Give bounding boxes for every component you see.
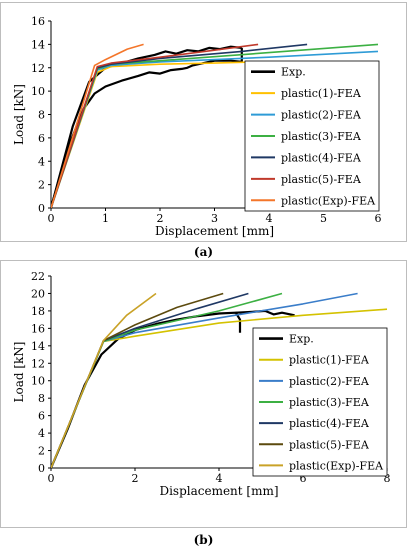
y-tick-label: 22 [31, 270, 45, 283]
series-line-plastic-5-fea [51, 43, 259, 208]
y-tick-label: 0 [38, 202, 45, 215]
series-line-exp- [51, 47, 243, 208]
caption-b: (b) [0, 533, 407, 547]
y-tick-label: 2 [38, 179, 45, 192]
chart-b-svg: 0 2 4 6 8 0 2 4 6 8 10 12 14 16 18 20 22 Displacement [mm… [12, 270, 391, 498]
y-tick-label: 6 [38, 132, 45, 145]
y-tick-label: 14 [31, 38, 45, 51]
legend-entry: Exp. [281, 66, 306, 79]
x-axis-label: Displacement [mm] [155, 224, 274, 238]
legend-entry: plastic(2)-FEA [281, 109, 362, 122]
series-line-plastic-exp-fea [51, 43, 144, 208]
y-tick-label: 20 [31, 287, 45, 300]
x-tick-label: 8 [384, 472, 391, 485]
legend-entry: plastic(3)-FEA [289, 396, 370, 409]
caption-b-label: (b) [193, 533, 214, 547]
chart-panel-a: 0 1 2 3 4 5 6 0 2 4 6 8 10 12 14 16 Displacement [mm] Loa… [0, 2, 407, 242]
legend-entry: plastic(2)-FEA [289, 375, 370, 388]
y-tick-label: 18 [31, 305, 45, 318]
x-tick-label: 2 [157, 212, 164, 225]
y-tick-label: 8 [38, 109, 45, 122]
caption-a: (a) [0, 245, 407, 259]
legend-entry: plastic(4)-FEA [289, 417, 370, 430]
y-tick-label: 6 [38, 410, 45, 423]
legend-entry: plastic(Exp)-FEA [289, 459, 384, 472]
y-tick-label: 8 [38, 392, 45, 405]
y-axis-label: Load [kN] [12, 84, 26, 145]
y-tick-label: 16 [31, 15, 45, 28]
x-tick-label: 2 [132, 472, 139, 485]
y-tick-label: 10 [31, 85, 45, 98]
x-tick-label: 5 [320, 212, 327, 225]
y-tick-label: 14 [31, 340, 45, 353]
legend-entry: plastic(1)-FEA [289, 354, 370, 367]
legend-entry: plastic(1)-FEA [281, 87, 362, 100]
y-axis-label: Load [kN] [12, 342, 26, 403]
series-line-plastic-4-fea [51, 292, 249, 468]
x-axis-label: Displacement [mm] [159, 484, 278, 498]
y-tick-label: 2 [38, 445, 45, 458]
series-line-exp- [51, 45, 242, 208]
legend-entry: Exp. [289, 333, 314, 346]
x-tick-label: 0 [48, 212, 55, 225]
series-line-exp- [51, 311, 242, 468]
legend-entry: plastic(5)-FEA [281, 173, 362, 186]
series-line-plastic-5-fea [51, 292, 224, 468]
y-tick-label: 4 [38, 427, 45, 440]
chart-panel-b: 0 2 4 6 8 0 2 4 6 8 10 12 14 16 18 20 22 Displacement [mm… [0, 260, 407, 528]
y-tick-label: 16 [31, 322, 45, 335]
y-tick-label: 10 [31, 375, 45, 388]
x-tick-label: 4 [216, 472, 223, 485]
x-tick-label: 3 [211, 212, 218, 225]
x-tick-label: 6 [375, 212, 382, 225]
series-line-plastic-exp-fea [51, 292, 157, 468]
series-line-exp- [235, 309, 295, 317]
x-tick-label: 6 [300, 472, 307, 485]
x-tick-label: 1 [102, 212, 109, 225]
legend-entry: plastic(Exp)-FEA [281, 194, 376, 207]
y-tick-label: 0 [38, 462, 45, 475]
x-tick-label: 0 [48, 472, 55, 485]
y-tick-label: 4 [38, 155, 45, 168]
legend-entry: plastic(3)-FEA [281, 130, 362, 143]
x-tick-label: 4 [266, 212, 273, 225]
legend-entry: plastic(5)-FEA [289, 438, 370, 451]
series-line-plastic-1-fea [51, 61, 259, 208]
y-tick-label: 12 [31, 62, 45, 75]
series-group [51, 43, 379, 208]
caption-a-label: (a) [193, 245, 214, 259]
y-tick-label: 12 [31, 357, 45, 370]
series-group [51, 292, 388, 468]
legend-entry: plastic(4)-FEA [281, 151, 362, 164]
